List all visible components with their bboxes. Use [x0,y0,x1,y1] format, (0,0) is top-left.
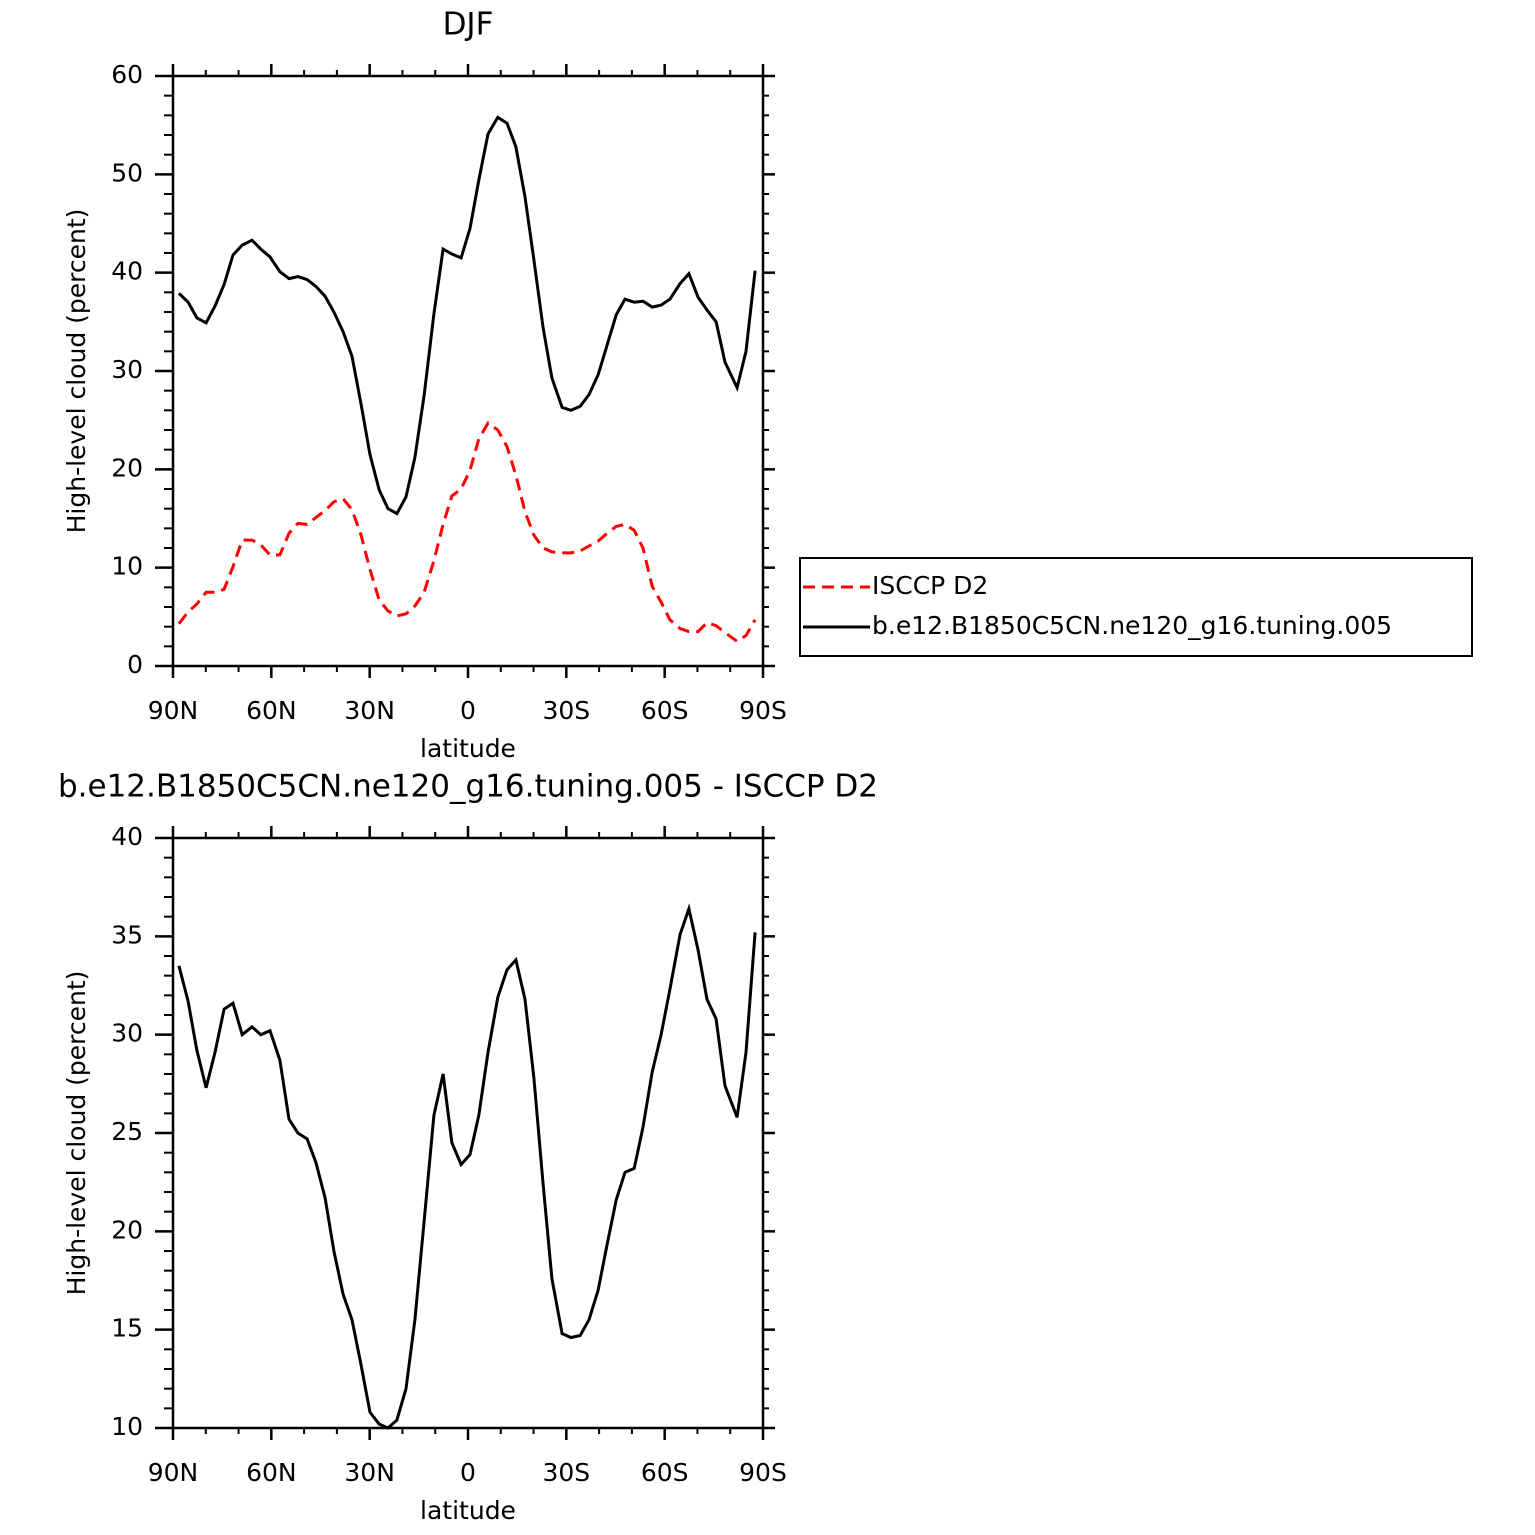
x-tick-label: 90N [148,696,199,725]
chart-title: DJF [443,7,494,43]
x-axis-label: latitude [420,734,516,763]
data-line [177,420,757,644]
y-tick-label: 10 [111,1412,143,1441]
x-tick-label: 30S [542,1458,590,1487]
x-tick-label: 30N [344,1458,395,1487]
x-tick-label: 0 [460,1458,476,1487]
legend-label: b.e12.B1850C5CN.ne120_g16.tuning.005 [872,611,1392,640]
y-tick-label: 50 [111,158,143,187]
x-tick-label: 0 [460,696,476,725]
x-tick-label: 60N [246,696,297,725]
chart-title: b.e12.B1850C5CN.ne120_g16.tuning.005 - I… [58,769,878,805]
y-tick-label: 30 [111,1019,143,1048]
x-axis-label: latitude [420,1496,516,1525]
x-tick-label: 30N [344,696,395,725]
data-line [177,903,757,1430]
x-tick-label: 60S [641,696,689,725]
y-tick-label: 20 [111,1215,143,1244]
y-tick-label: 40 [111,257,143,286]
y-tick-label: 15 [111,1314,143,1343]
data-line [177,115,757,516]
y-axis-label: High-level cloud (percent) [62,209,91,534]
x-tick-label: 60S [641,1458,689,1487]
y-axis-label: High-level cloud (percent) [62,971,91,1296]
y-tick-label: 0 [127,650,143,679]
x-tick-label: 90N [148,1458,199,1487]
plot-frame [171,74,765,668]
x-tick-label: 90S [739,1458,787,1487]
y-tick-label: 25 [111,1117,143,1146]
legend-label: ISCCP D2 [872,571,988,600]
x-tick-label: 30S [542,696,590,725]
y-tick-label: 20 [111,453,143,482]
legend-box [799,557,1473,657]
y-tick-label: 35 [111,920,143,949]
plot-frame [171,836,765,1430]
y-tick-label: 10 [111,552,143,581]
y-tick-label: 60 [111,60,143,89]
y-tick-label: 30 [111,355,143,384]
y-tick-label: 40 [111,822,143,851]
x-tick-label: 60N [246,1458,297,1487]
x-tick-label: 90S [739,696,787,725]
